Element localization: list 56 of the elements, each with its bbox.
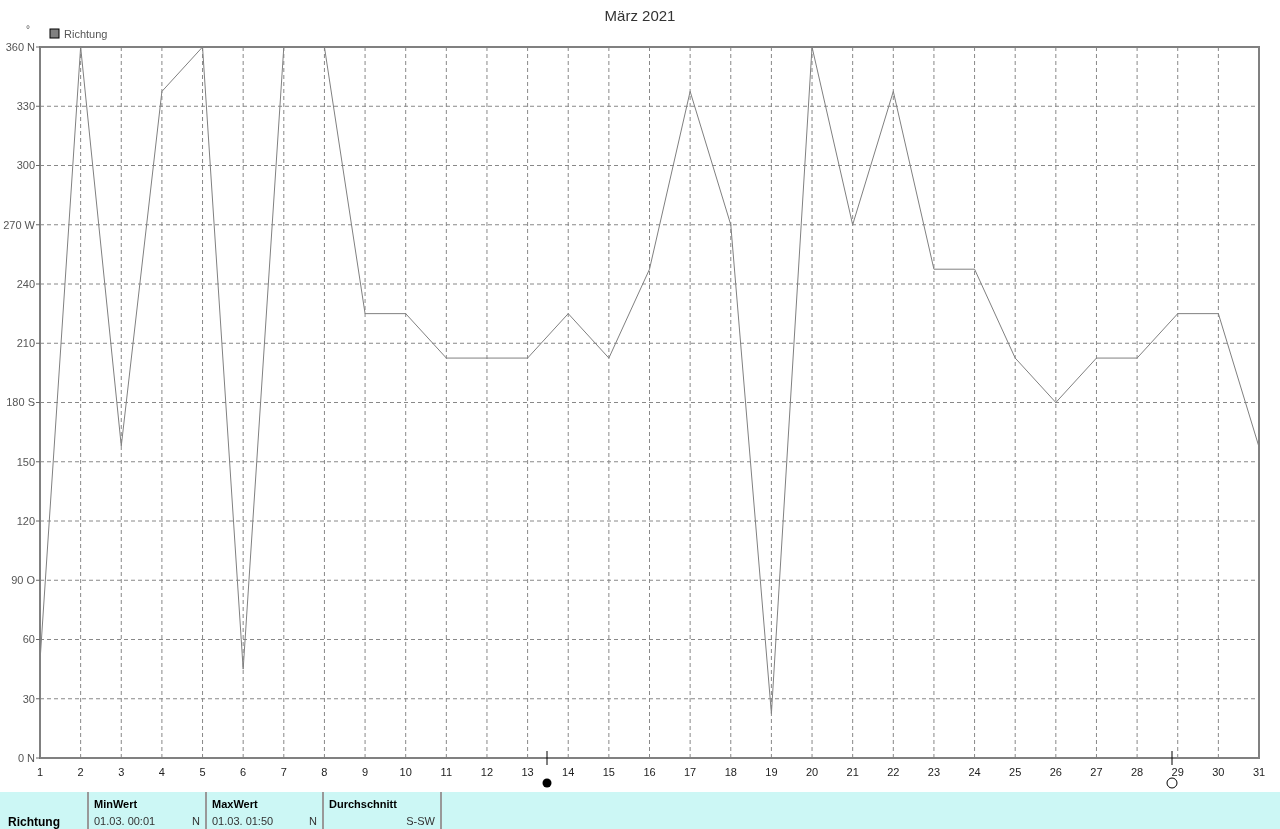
x-tick-label: 24 xyxy=(968,766,981,778)
text: S-SW xyxy=(406,815,436,827)
text: MaxWert xyxy=(212,798,258,810)
y-tick-label: 360 N xyxy=(5,40,36,53)
x-tick-label: 10 xyxy=(399,766,412,778)
chart-title: März 2021 xyxy=(604,7,676,24)
x-tick-label: 14 xyxy=(562,766,575,778)
text: N xyxy=(192,815,201,827)
x-tick-label: 3 xyxy=(118,766,125,778)
y-tick-label: 150 xyxy=(16,455,35,468)
x-tick-label: 23 xyxy=(927,766,941,778)
x-tick-label: 2 xyxy=(77,766,84,778)
y-tick-label: 300 xyxy=(16,159,35,172)
x-tick-label: 12 xyxy=(480,766,494,778)
y-tick-label: 240 xyxy=(16,277,35,290)
x-tick-label: 15 xyxy=(602,766,615,778)
x-tick-label: 25 xyxy=(1009,766,1022,778)
y-tick-label: 330 xyxy=(16,100,35,113)
y-tick-label: 210 xyxy=(16,337,35,350)
y-tick-label: 60 xyxy=(22,633,35,646)
x-tick-label: 8 xyxy=(321,766,328,778)
y-tick-label: 180 S xyxy=(6,396,35,409)
y-tick-label: 0 N xyxy=(17,751,36,764)
text: MinWert xyxy=(94,798,138,810)
text: 01.03. 00:01 xyxy=(94,815,156,827)
x-tick-label: 20 xyxy=(805,766,819,778)
x-tick-label: 9 xyxy=(362,766,369,778)
x-tick-label: 27 xyxy=(1090,766,1103,778)
y-tick-label: 120 xyxy=(16,514,35,527)
y-tick-label: 30 xyxy=(22,692,35,705)
x-tick-label: 26 xyxy=(1049,766,1062,778)
x-tick-label: 17 xyxy=(684,766,697,778)
x-tick-label: 19 xyxy=(765,766,778,778)
x-tick-label: 1 xyxy=(36,766,44,778)
x-tick-label: 5 xyxy=(199,766,206,778)
x-tick-label: 29 xyxy=(1171,766,1184,778)
x-tick-label: 31 xyxy=(1252,766,1266,778)
x-tick-label: 11 xyxy=(440,766,453,778)
y-tick-label: 270 W xyxy=(3,218,36,231)
text: 01.03. 01:50 xyxy=(212,815,274,827)
legend-label: Richtung xyxy=(64,27,108,40)
x-tick-label: 21 xyxy=(846,766,859,778)
x-tick-label: 28 xyxy=(1130,766,1144,778)
text: N xyxy=(309,815,318,827)
x-tick-label: 13 xyxy=(521,766,534,778)
x-tick-label: 4 xyxy=(158,766,165,778)
x-tick-label: 6 xyxy=(240,766,247,778)
text: Durchschnitt xyxy=(329,798,398,810)
y-axis-title: ° xyxy=(26,24,30,35)
x-tick-label: 18 xyxy=(724,766,737,778)
text: Richtung xyxy=(8,815,60,829)
y-tick-label: 90 O xyxy=(11,574,36,587)
x-tick-label: 16 xyxy=(643,766,656,778)
x-tick-label: 30 xyxy=(1212,766,1225,778)
x-tick-label: 22 xyxy=(887,766,900,778)
x-tick-label: 7 xyxy=(280,766,287,778)
